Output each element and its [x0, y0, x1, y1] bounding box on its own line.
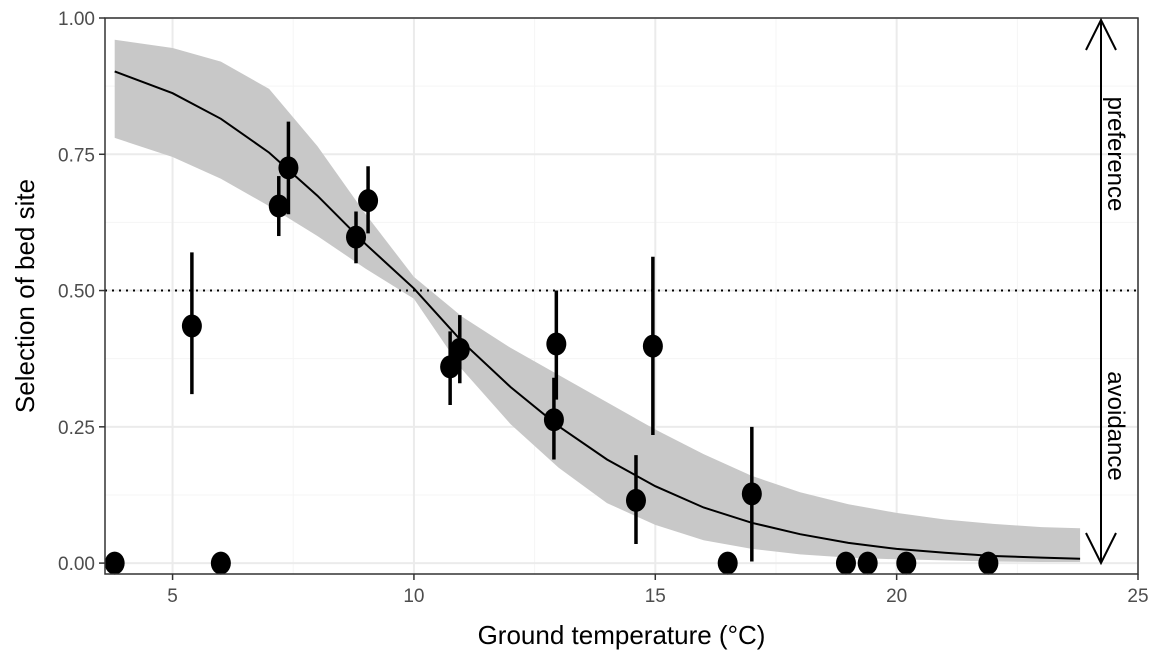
data-point [181, 314, 202, 338]
data-point [546, 332, 567, 356]
x-tick-label: 15 [645, 586, 666, 607]
y-tick-label: 0.50 [58, 282, 95, 303]
data-point [278, 156, 299, 180]
arrow-head-down [1085, 532, 1117, 566]
x-tick-label: 25 [1127, 586, 1148, 607]
x-axis-title: Ground temperature (°C) [478, 620, 766, 650]
data-point [440, 355, 461, 379]
data-point [543, 408, 564, 432]
data-points [104, 156, 999, 575]
data-point [625, 488, 646, 512]
x-axis-ticks: 5 10 15 20 25 [167, 574, 1149, 607]
data-point [741, 482, 762, 506]
panel-border [104, 17, 1139, 575]
data-point [268, 194, 289, 218]
data-point [857, 551, 878, 575]
y-tick-label: 1.00 [58, 9, 95, 30]
arrow-head-up [1085, 17, 1117, 51]
data-point [449, 337, 470, 361]
data-point [642, 334, 663, 358]
y-tick-label: 0.75 [58, 145, 95, 166]
y-axis-ticks: 0.00 0.25 0.50 0.75 1.00 [58, 9, 105, 575]
y-tick-label: 0.00 [58, 554, 95, 575]
y-axis-title: Selection of bed site [10, 179, 40, 413]
y-tick-label: 0.25 [58, 418, 95, 439]
data-point [210, 551, 231, 575]
data-point [104, 551, 125, 575]
preference-avoidance-arrow [1085, 17, 1117, 566]
preference-label: preference [1102, 97, 1129, 212]
data-point [896, 551, 917, 575]
data-point [978, 551, 999, 575]
x-tick-label: 20 [886, 586, 907, 607]
data-point [346, 225, 367, 249]
x-tick-label: 10 [403, 586, 424, 607]
data-point [717, 551, 738, 575]
data-point [835, 551, 856, 575]
x-tick-label: 5 [167, 586, 178, 607]
avoidance-label: avoidance [1102, 371, 1129, 480]
data-point [358, 189, 379, 213]
confidence-band [114, 39, 1081, 563]
